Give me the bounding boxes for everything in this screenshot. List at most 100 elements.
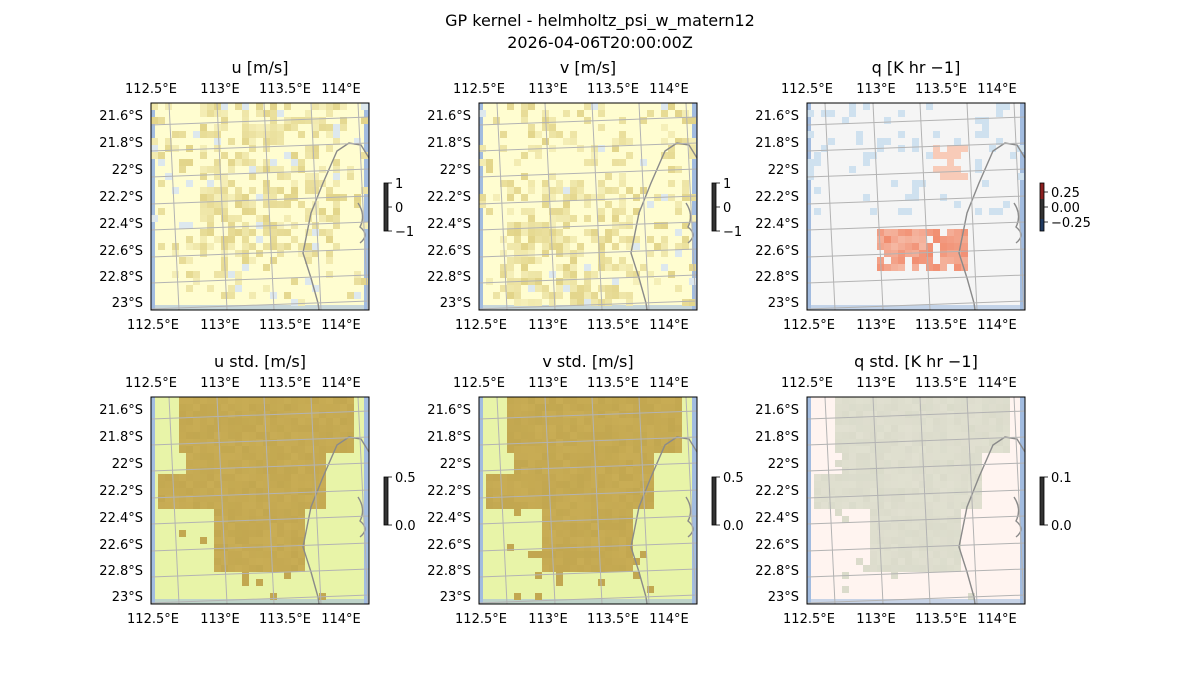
heatmap-cell bbox=[884, 551, 891, 558]
heatmap-cell bbox=[891, 460, 898, 467]
heatmap-cell bbox=[507, 264, 514, 271]
heatmap-cell bbox=[640, 264, 647, 271]
heatmap-cell bbox=[277, 502, 284, 509]
heatmap-cell bbox=[947, 537, 954, 544]
heatmap-cell bbox=[500, 481, 507, 488]
heatmap-cell bbox=[556, 558, 563, 565]
heatmap-cell bbox=[849, 432, 856, 439]
heatmap-cell bbox=[172, 488, 179, 495]
heatmap-cell bbox=[326, 124, 333, 131]
heatmap-cell bbox=[584, 285, 591, 292]
panel-title: u [m/s] bbox=[231, 58, 288, 77]
heatmap-cell bbox=[626, 425, 633, 432]
heatmap-cell bbox=[584, 397, 591, 404]
heatmap-cell bbox=[249, 453, 256, 460]
y-tick-label: 21.6°S bbox=[427, 109, 471, 124]
heatmap-cell bbox=[926, 264, 933, 271]
heatmap-cell bbox=[996, 110, 1003, 117]
heatmap-cell bbox=[905, 460, 912, 467]
heatmap-cell bbox=[612, 278, 619, 285]
heatmap-cell bbox=[647, 586, 654, 593]
heatmap-cell bbox=[626, 264, 633, 271]
heatmap-cell bbox=[214, 418, 221, 425]
heatmap-cell bbox=[249, 397, 256, 404]
heatmap-cell bbox=[863, 453, 870, 460]
heatmap-cell bbox=[200, 404, 207, 411]
heatmap-cell bbox=[549, 271, 556, 278]
heatmap-cell bbox=[521, 439, 528, 446]
heatmap-cell bbox=[842, 495, 849, 502]
heatmap-cell bbox=[242, 558, 249, 565]
heatmap-cell bbox=[947, 439, 954, 446]
heatmap-cell bbox=[619, 257, 626, 264]
heatmap-cell bbox=[221, 124, 228, 131]
heatmap-cell bbox=[507, 418, 514, 425]
heatmap-cell bbox=[277, 537, 284, 544]
heatmap-cell bbox=[507, 502, 514, 509]
heatmap-cell bbox=[584, 194, 591, 201]
heatmap-cell bbox=[570, 495, 577, 502]
heatmap-cell bbox=[319, 397, 326, 404]
heatmap-cell bbox=[626, 551, 633, 558]
heatmap-cell bbox=[528, 397, 535, 404]
heatmap-cell bbox=[249, 425, 256, 432]
heatmap-cell bbox=[884, 418, 891, 425]
heatmap-cell bbox=[961, 229, 968, 236]
heatmap-cell bbox=[514, 236, 521, 243]
heatmap-cell bbox=[933, 460, 940, 467]
heatmap-cell bbox=[270, 502, 277, 509]
heatmap-cell bbox=[626, 418, 633, 425]
heatmap-cell bbox=[291, 439, 298, 446]
heatmap-cell bbox=[598, 257, 605, 264]
heatmap-cell bbox=[312, 103, 319, 110]
y-tick-label: 21.6°S bbox=[427, 403, 471, 418]
heatmap-cell bbox=[277, 243, 284, 250]
heatmap-cell bbox=[626, 509, 633, 516]
x-tick-top: 113°E bbox=[856, 82, 896, 97]
heatmap-cell bbox=[242, 439, 249, 446]
heatmap-cell bbox=[884, 474, 891, 481]
heatmap-cell bbox=[661, 222, 668, 229]
heatmap-cell bbox=[556, 250, 563, 257]
heatmap-cell bbox=[228, 481, 235, 488]
heatmap-cell bbox=[284, 152, 291, 159]
heatmap-cell bbox=[947, 404, 954, 411]
heatmap-cell bbox=[479, 145, 486, 152]
x-tick-top: 114°E bbox=[649, 376, 689, 391]
heatmap-cell bbox=[563, 243, 570, 250]
heatmap-cell bbox=[291, 481, 298, 488]
heatmap-cell bbox=[905, 481, 912, 488]
heatmap-cell bbox=[556, 236, 563, 243]
heatmap-cell bbox=[207, 432, 214, 439]
heatmap-cell bbox=[996, 404, 1003, 411]
heatmap-cell bbox=[291, 278, 298, 285]
heatmap-cell bbox=[877, 481, 884, 488]
heatmap-cell bbox=[200, 194, 207, 201]
heatmap-cell bbox=[186, 488, 193, 495]
heatmap-cell bbox=[270, 201, 277, 208]
heatmap-cell bbox=[521, 264, 528, 271]
heatmap-cell bbox=[919, 523, 926, 530]
heatmap-cell bbox=[235, 159, 242, 166]
heatmap-cell bbox=[270, 103, 277, 110]
grid-parallel bbox=[150, 515, 370, 525]
heatmap-cell bbox=[870, 453, 877, 460]
heatmap-cell bbox=[312, 432, 319, 439]
heatmap-cell bbox=[291, 446, 298, 453]
heatmap-cell bbox=[863, 502, 870, 509]
heatmap-cell bbox=[668, 145, 675, 152]
heatmap-cell bbox=[926, 495, 933, 502]
heatmap-cell bbox=[668, 418, 675, 425]
ocean-west bbox=[479, 397, 483, 604]
heatmap-cell bbox=[954, 565, 961, 572]
heatmap-cell bbox=[919, 502, 926, 509]
heatmap-cell bbox=[570, 194, 577, 201]
grid-meridian bbox=[496, 396, 508, 605]
y-tick-label: 22.4°S bbox=[755, 217, 799, 232]
heatmap-cell bbox=[221, 488, 228, 495]
heatmap-cell bbox=[305, 152, 312, 159]
heatmap-cell bbox=[835, 439, 842, 446]
heatmap-cell bbox=[961, 425, 968, 432]
heatmap-cell bbox=[193, 474, 200, 481]
heatmap-cell bbox=[675, 418, 682, 425]
